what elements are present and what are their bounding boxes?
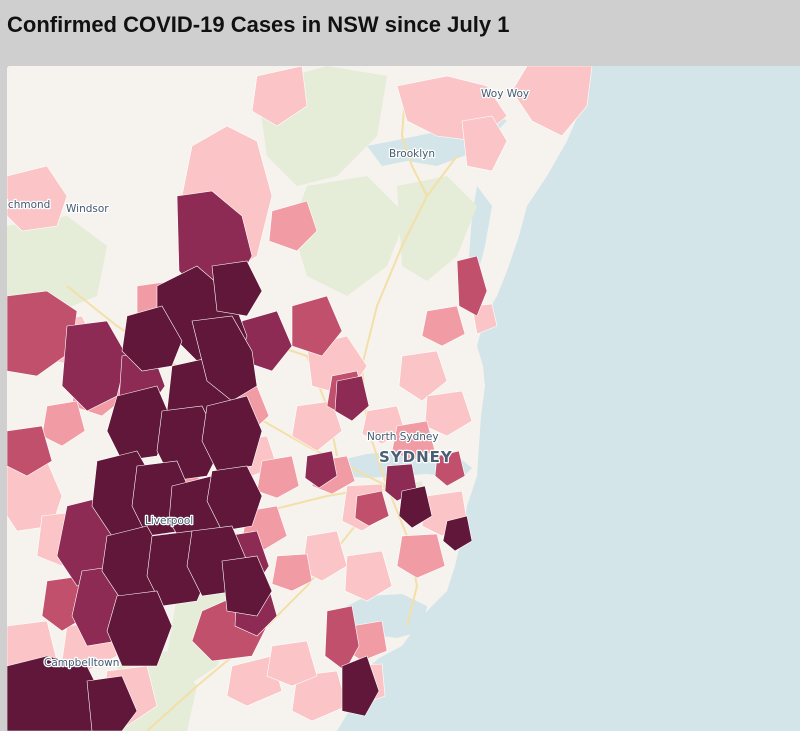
page-header: Confirmed COVID-19 Cases in NSW since Ju…: [0, 0, 800, 62]
label-sydney: SYDNEY: [379, 448, 453, 466]
ocean: [337, 66, 800, 731]
label-campbelltown: Campbelltown: [44, 657, 119, 669]
label-windsor: Windsor: [66, 203, 109, 215]
region-layer-high[interactable]: [7, 260, 473, 731]
label-brooklyn: Brooklyn: [389, 148, 435, 160]
map-svg[interactable]: Woy Woy Brooklyn ichmond Windsor North S…: [7, 66, 800, 731]
label-north-sydney: North Sydney: [367, 431, 439, 443]
label-liverpool: Liverpool: [145, 515, 193, 527]
map-container[interactable]: Woy Woy Brooklyn ichmond Windsor North S…: [7, 66, 800, 731]
label-richmond: ichmond: [7, 199, 50, 211]
page-title: Confirmed COVID-19 Cases in NSW since Ju…: [7, 12, 510, 37]
label-woy-woy: Woy Woy: [481, 88, 529, 100]
